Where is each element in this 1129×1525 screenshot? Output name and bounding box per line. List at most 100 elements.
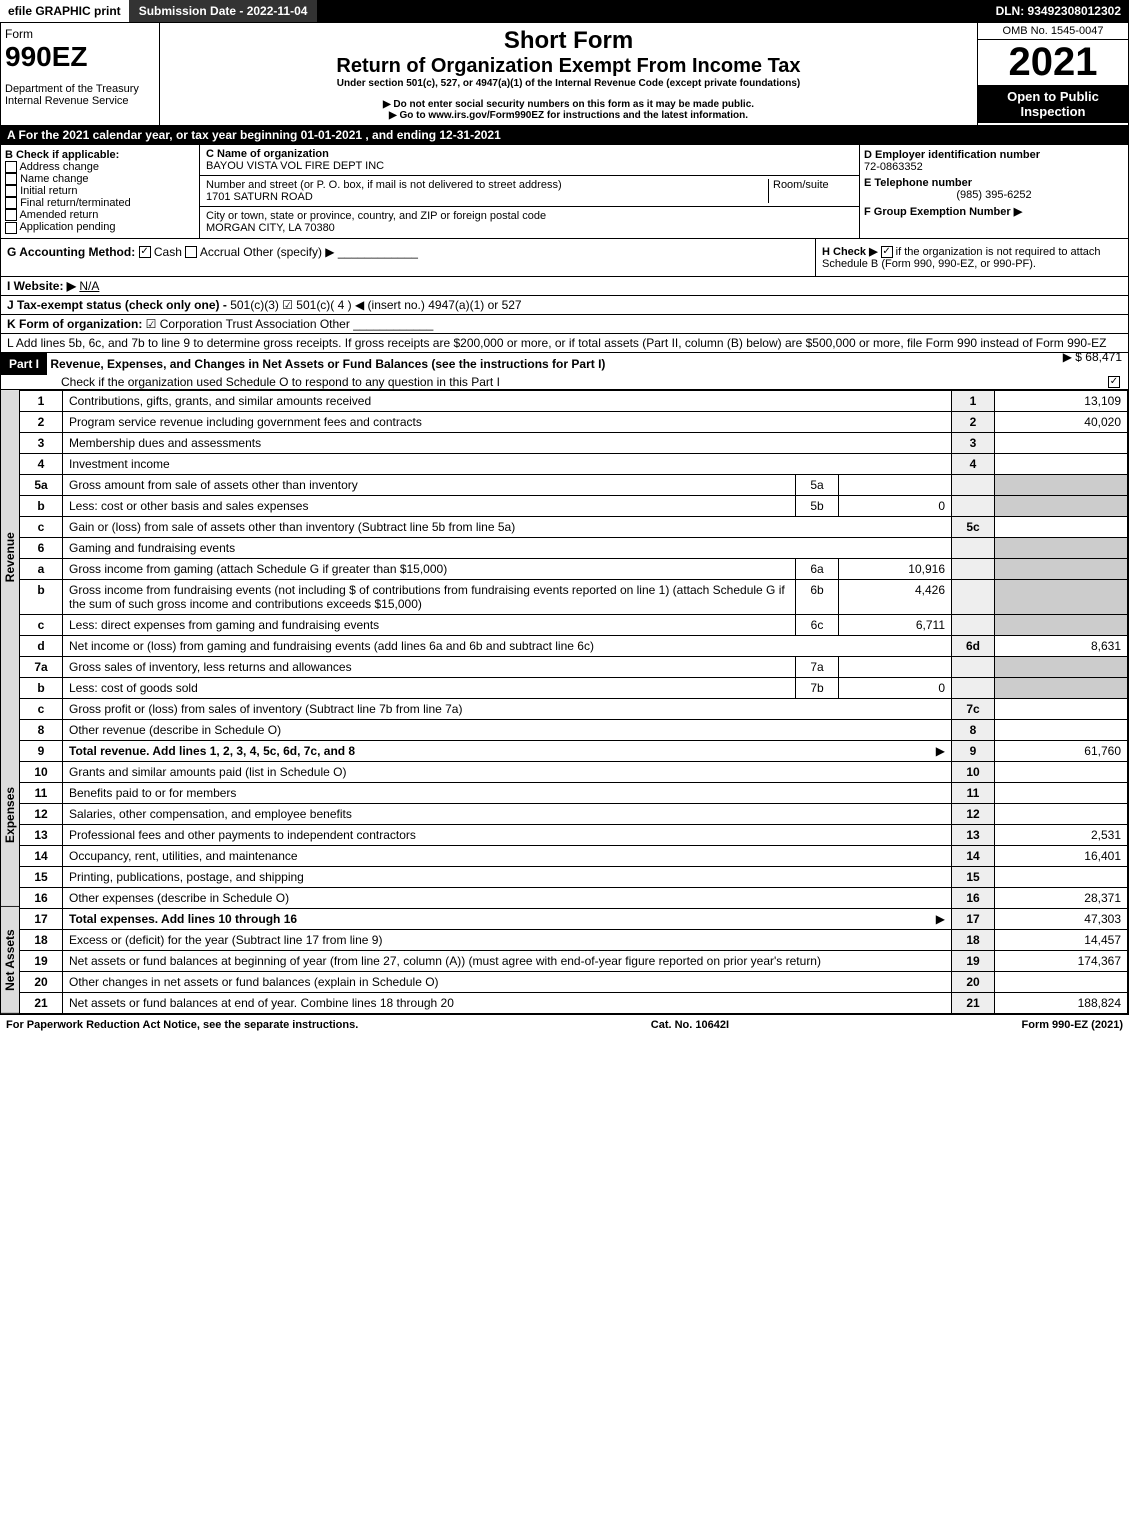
section-c: C Name of organization BAYOU VISTA VOL F… (200, 145, 859, 238)
open-to-public: Open to Public Inspection (978, 85, 1128, 123)
section-def: D Employer identification number 72-0863… (859, 145, 1128, 238)
street-label: Number and street (or P. O. box, if mail… (206, 179, 562, 191)
k-label: K Form of organization: (7, 317, 142, 331)
line-7c: cGross profit or (loss) from sales of in… (20, 698, 1128, 719)
top-bar: efile GRAPHIC print Submission Date - 20… (0, 0, 1129, 22)
final-return-checkbox[interactable] (5, 197, 17, 209)
arrow-icon: ▶ (936, 912, 945, 926)
footer-left: For Paperwork Reduction Act Notice, see … (6, 1019, 358, 1031)
line-7b: bLess: cost of goods sold7b0 (20, 677, 1128, 698)
website-value: N/A (79, 279, 99, 293)
application-pending-checkbox[interactable] (5, 222, 17, 234)
cash-checkbox[interactable] (139, 246, 151, 258)
line-6a: aGross income from gaming (attach Schedu… (20, 558, 1128, 579)
b-label: B Check if applicable: (5, 149, 195, 161)
lines-table: 1Contributions, gifts, grants, and simil… (19, 390, 1128, 1014)
part1-title: Revenue, Expenses, and Changes in Net As… (50, 357, 605, 371)
under-section: Under section 501(c), 527, or 4947(a)(1)… (164, 78, 973, 89)
expenses-section-label: Expenses (1, 724, 19, 907)
line-19: 19Net assets or fund balances at beginni… (20, 950, 1128, 971)
form-number: 990EZ (5, 41, 155, 73)
c-label: C Name of organization (206, 148, 329, 160)
initial-return-checkbox[interactable] (5, 185, 17, 197)
section-gh: G Accounting Method: Cash Accrual Other … (0, 239, 1129, 277)
section-i: I Website: ▶ N/A (0, 277, 1129, 296)
part1-header-row: Part I Revenue, Expenses, and Changes in… (0, 353, 1129, 390)
line-12: 12Salaries, other compensation, and empl… (20, 803, 1128, 824)
short-form-title: Short Form (164, 27, 973, 55)
l-text: L Add lines 5b, 6c, and 7b to line 9 to … (7, 336, 1106, 350)
line-17: 17Total expenses. Add lines 10 through 1… (20, 908, 1128, 929)
line-6b: bGross income from fundraising events (n… (20, 579, 1128, 614)
section-k: K Form of organization: ☑ Corporation Tr… (0, 315, 1129, 334)
efile-label[interactable]: efile GRAPHIC print (0, 0, 129, 22)
line-5a: 5aGross amount from sale of assets other… (20, 474, 1128, 495)
dln-label: DLN: 93492308012302 (988, 0, 1129, 22)
b-item-2: Initial return (20, 185, 77, 197)
form-header: Form 990EZ Department of the Treasury In… (0, 22, 1129, 126)
dept-label: Department of the Treasury (5, 83, 155, 95)
line-21: 21Net assets or fund balances at end of … (20, 992, 1128, 1013)
h-checkbox[interactable] (881, 246, 893, 258)
part1-check-text: Check if the organization used Schedule … (1, 375, 500, 389)
line-16: 16Other expenses (describe in Schedule O… (20, 887, 1128, 908)
section-j: J Tax-exempt status (check only one) - 5… (0, 296, 1129, 315)
submission-date: Submission Date - 2022-11-04 (129, 0, 318, 22)
part1-label: Part I (1, 353, 47, 375)
line-2: 2Program service revenue including gover… (20, 411, 1128, 432)
g-cash: Cash (154, 245, 182, 259)
h-label: H Check ▶ (822, 246, 878, 258)
l-amount: ▶ $ 68,471 (1063, 350, 1122, 364)
page-footer: For Paperwork Reduction Act Notice, see … (0, 1015, 1129, 1035)
arrow-icon: ▶ (936, 744, 945, 758)
org-name: BAYOU VISTA VOL FIRE DEPT INC (206, 160, 384, 172)
f-label: F Group Exemption Number ▶ (864, 205, 1124, 218)
accrual-checkbox[interactable] (185, 246, 197, 258)
line-6d: dNet income or (loss) from gaming and fu… (20, 635, 1128, 656)
g-other: Other (specify) ▶ (243, 245, 334, 259)
line-10: 10Grants and similar amounts paid (list … (20, 761, 1128, 782)
line-1: 1Contributions, gifts, grants, and simil… (20, 390, 1128, 411)
line-a: A For the 2021 calendar year, or tax yea… (0, 126, 1129, 145)
b-item-4: Amended return (19, 209, 98, 221)
irs-label: Internal Revenue Service (5, 95, 155, 107)
line-14: 14Occupancy, rent, utilities, and mainte… (20, 845, 1128, 866)
b-item-0: Address change (19, 161, 99, 173)
line-7a: 7aGross sales of inventory, less returns… (20, 656, 1128, 677)
form-label: Form (5, 27, 155, 41)
g-label: G Accounting Method: (7, 245, 135, 259)
line-9: 9Total revenue. Add lines 1, 2, 3, 4, 5c… (20, 740, 1128, 761)
section-b: B Check if applicable: Address change Na… (1, 145, 200, 238)
line-11: 11Benefits paid to or for members11 (20, 782, 1128, 803)
name-change-checkbox[interactable] (5, 173, 17, 185)
phone-value: (985) 395-6252 (864, 189, 1124, 201)
revenue-section-label: Revenue (1, 390, 19, 724)
k-items: ☑ Corporation Trust Association Other (146, 317, 350, 331)
city-label: City or town, state or province, country… (206, 210, 546, 222)
line-8: 8Other revenue (describe in Schedule O)8 (20, 719, 1128, 740)
b-item-5: Application pending (19, 221, 115, 233)
g-accrual: Accrual (200, 245, 240, 259)
b-item-3: Final return/terminated (20, 197, 131, 209)
j-text: 501(c)(3) ☑ 501(c)( 4 ) ◀ (insert no.) 4… (230, 298, 521, 312)
goto-link[interactable]: ▶ Go to www.irs.gov/Form990EZ for instru… (164, 110, 973, 121)
footer-center: Cat. No. 10642I (651, 1019, 729, 1031)
line-20: 20Other changes in net assets or fund ba… (20, 971, 1128, 992)
line-15: 15Printing, publications, postage, and s… (20, 866, 1128, 887)
info-grid: B Check if applicable: Address change Na… (0, 145, 1129, 239)
line-5c: cGain or (loss) from sale of assets othe… (20, 516, 1128, 537)
netassets-section-label: Net Assets (1, 907, 19, 1014)
line-18: 18Excess or (deficit) for the year (Subt… (20, 929, 1128, 950)
line-6c: cLess: direct expenses from gaming and f… (20, 614, 1128, 635)
i-label: I Website: ▶ (7, 279, 76, 293)
amended-return-checkbox[interactable] (5, 209, 17, 221)
room-label: Room/suite (768, 179, 853, 203)
part1-body: Revenue Expenses Net Assets 1Contributio… (0, 390, 1129, 1015)
e-label: E Telephone number (864, 177, 1124, 189)
j-label: J Tax-exempt status (check only one) - (7, 298, 227, 312)
part1-schedule-o-checkbox[interactable] (1108, 376, 1120, 388)
address-change-checkbox[interactable] (5, 161, 17, 173)
line-6: 6Gaming and fundraising events (20, 537, 1128, 558)
d-label: D Employer identification number (864, 149, 1124, 161)
line-4: 4Investment income4 (20, 453, 1128, 474)
